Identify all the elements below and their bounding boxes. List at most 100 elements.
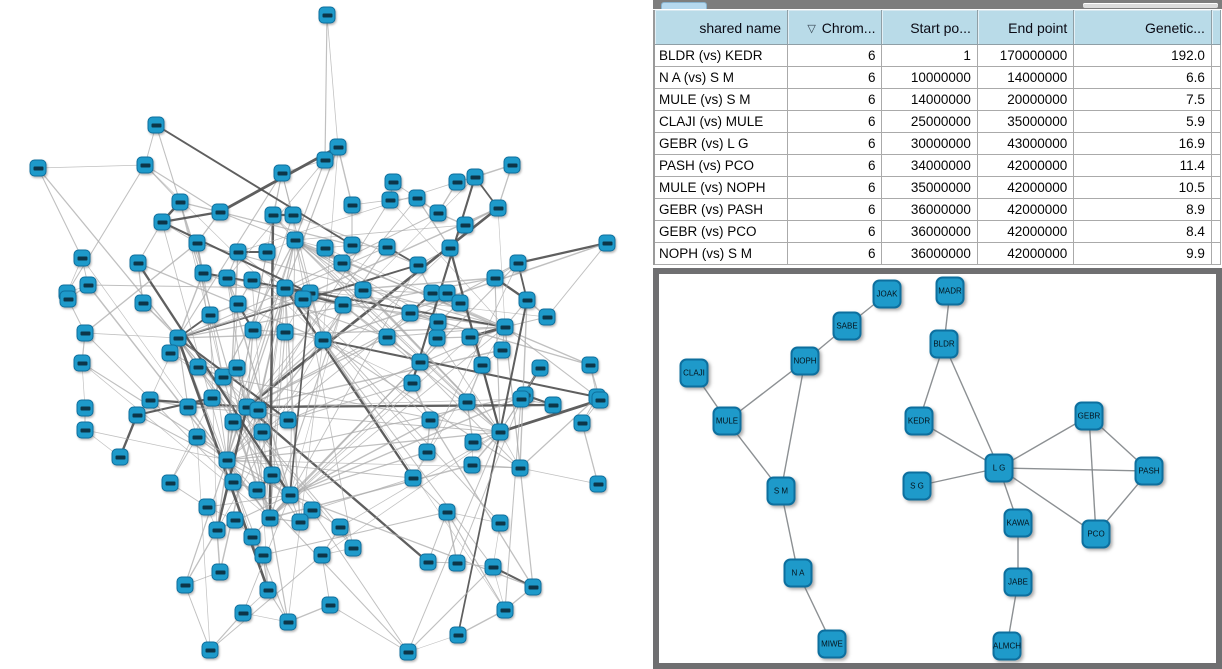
network-node[interactable] bbox=[261, 509, 279, 527]
network-node[interactable] bbox=[194, 264, 212, 282]
network-node[interactable] bbox=[276, 323, 294, 341]
edge[interactable] bbox=[269, 331, 286, 519]
cell-value[interactable] bbox=[1210, 198, 1222, 221]
network-node[interactable] bbox=[141, 391, 159, 409]
network-node[interactable] bbox=[161, 344, 179, 362]
edge[interactable] bbox=[326, 14, 339, 148]
network-node[interactable] bbox=[489, 199, 507, 217]
cell-value[interactable] bbox=[1210, 154, 1222, 177]
cell-value[interactable]: 35000000 bbox=[976, 110, 1075, 133]
network-node[interactable] bbox=[76, 324, 94, 342]
cell-value[interactable]: 42000000 bbox=[976, 154, 1075, 177]
edge-BLDR-LG[interactable] bbox=[943, 343, 1000, 469]
node-gebr[interactable]: GEBR bbox=[1074, 401, 1104, 431]
edge[interactable] bbox=[289, 401, 468, 496]
network-node[interactable] bbox=[518, 291, 536, 309]
cell-value[interactable]: 6 bbox=[787, 154, 883, 177]
edge[interactable] bbox=[499, 299, 528, 433]
edge[interactable] bbox=[177, 292, 311, 339]
edge[interactable] bbox=[84, 429, 228, 461]
cell-value[interactable] bbox=[1210, 242, 1222, 265]
network-node[interactable] bbox=[466, 168, 484, 186]
node-sg[interactable]: S G bbox=[902, 471, 932, 501]
edge[interactable] bbox=[426, 262, 519, 453]
cell-value[interactable]: 25000000 bbox=[881, 110, 978, 133]
edge[interactable] bbox=[517, 241, 608, 265]
edge[interactable] bbox=[184, 584, 211, 651]
cell-shared-name[interactable]: BLDR (vs) KEDR bbox=[653, 44, 789, 67]
cell-value[interactable]: 5.9 bbox=[1073, 110, 1212, 133]
column-header-shared-name[interactable]: shared name bbox=[653, 10, 789, 45]
network-node[interactable] bbox=[429, 204, 447, 222]
detail-network-view[interactable]: JOAK MADR SABE BLDR NOPH CLAJI KEDR GEBR MULE L G… bbox=[659, 274, 1216, 663]
edge[interactable] bbox=[271, 287, 286, 476]
edge[interactable] bbox=[257, 287, 286, 411]
node-mule[interactable]: MULE bbox=[712, 406, 742, 436]
edge[interactable] bbox=[410, 176, 477, 384]
network-node[interactable] bbox=[463, 456, 481, 474]
network-node[interactable] bbox=[314, 331, 332, 349]
edge[interactable] bbox=[184, 459, 228, 586]
cell-value[interactable]: 10000000 bbox=[881, 66, 978, 89]
network-node[interactable] bbox=[218, 269, 236, 287]
table-row[interactable]: N A (vs) S M 6 10000000 14000000 6.6 bbox=[653, 66, 1222, 89]
network-node[interactable] bbox=[318, 6, 336, 24]
network-node[interactable] bbox=[331, 518, 349, 536]
network-node[interactable] bbox=[438, 284, 456, 302]
column-header-start-po---[interactable]: Start po... bbox=[881, 10, 978, 45]
network-node[interactable] bbox=[496, 318, 514, 336]
cell-shared-name[interactable]: GEBR (vs) PCO bbox=[653, 220, 789, 243]
cell-value[interactable] bbox=[1210, 132, 1222, 155]
network-node[interactable] bbox=[354, 281, 372, 299]
network-node[interactable] bbox=[423, 284, 441, 302]
edge[interactable] bbox=[407, 566, 494, 653]
node-noph[interactable]: NOPH bbox=[790, 346, 820, 376]
cell-value[interactable]: 6 bbox=[787, 176, 883, 199]
network-node[interactable] bbox=[503, 156, 521, 174]
network-node[interactable] bbox=[461, 328, 479, 346]
column-header-end-point[interactable]: End point bbox=[976, 10, 1075, 45]
edge[interactable] bbox=[499, 398, 601, 434]
node-kawa[interactable]: KAWA bbox=[1003, 508, 1033, 538]
network-node[interactable] bbox=[188, 234, 206, 252]
cell-value[interactable]: 34000000 bbox=[881, 154, 978, 177]
network-node[interactable] bbox=[179, 398, 197, 416]
edge[interactable] bbox=[222, 376, 258, 491]
network-node[interactable] bbox=[384, 173, 402, 191]
network-node[interactable] bbox=[281, 486, 299, 504]
edge[interactable] bbox=[226, 303, 239, 461]
network-node[interactable] bbox=[421, 411, 439, 429]
node-madr[interactable]: MADR bbox=[935, 276, 965, 306]
edge[interactable] bbox=[37, 167, 179, 339]
cell-value[interactable]: 8.4 bbox=[1073, 220, 1212, 243]
cell-value[interactable]: 16.9 bbox=[1073, 132, 1212, 155]
network-node[interactable] bbox=[29, 159, 47, 177]
edge[interactable] bbox=[289, 264, 419, 496]
edge[interactable] bbox=[362, 289, 501, 433]
network-node[interactable] bbox=[451, 294, 469, 312]
cell-value[interactable]: 10.5 bbox=[1073, 176, 1212, 199]
network-node[interactable] bbox=[249, 401, 267, 419]
edge[interactable] bbox=[184, 529, 218, 586]
network-node[interactable] bbox=[76, 399, 94, 417]
network-node[interactable] bbox=[203, 389, 221, 407]
filter-icon[interactable]: ▽ bbox=[807, 22, 816, 35]
edge[interactable] bbox=[446, 511, 501, 524]
cell-value[interactable]: 14000000 bbox=[976, 66, 1075, 89]
network-node[interactable] bbox=[581, 356, 599, 374]
table-row[interactable]: NOPH (vs) S M 6 36000000 42000000 9.9 bbox=[653, 242, 1222, 265]
network-node[interactable] bbox=[428, 329, 446, 347]
node-pco[interactable]: PCO bbox=[1081, 519, 1111, 549]
edge[interactable] bbox=[497, 207, 506, 328]
network-node[interactable] bbox=[188, 428, 206, 446]
edge[interactable] bbox=[284, 212, 439, 289]
edge[interactable] bbox=[289, 394, 526, 496]
table-row[interactable]: MULE (vs) S M 6 14000000 20000000 7.5 bbox=[653, 88, 1222, 111]
edge[interactable] bbox=[309, 277, 496, 294]
edge[interactable] bbox=[322, 339, 521, 469]
edge[interactable] bbox=[179, 201, 271, 519]
cell-value[interactable]: 36000000 bbox=[881, 242, 978, 265]
network-node[interactable] bbox=[441, 239, 459, 257]
cell-value[interactable]: 30000000 bbox=[881, 132, 978, 155]
cell-value[interactable] bbox=[1210, 88, 1222, 111]
